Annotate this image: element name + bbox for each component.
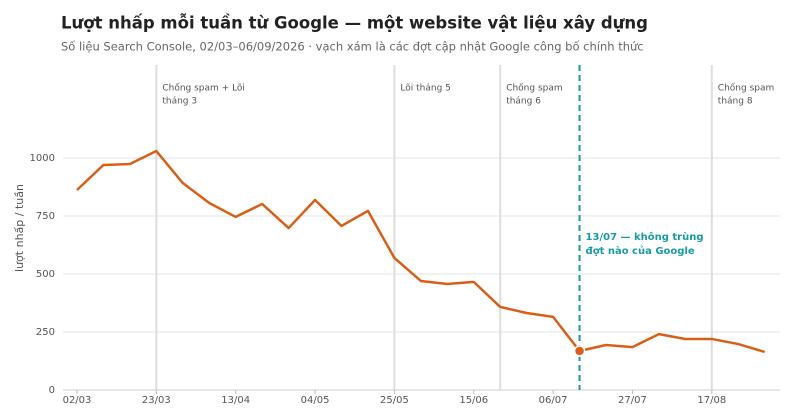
x-tick-label: 25/05 (380, 395, 409, 406)
x-tick-label: 23/03 (142, 395, 171, 406)
y-axis-label: lượt nhấp / tuần (13, 184, 26, 272)
data-line (76, 149, 766, 354)
y-tick-label: 0 (49, 385, 55, 396)
chart-title: Lượt nhấp mỗi tuần từ Google — một websi… (61, 14, 648, 33)
x-tick-label: 17/08 (697, 395, 726, 406)
highlight-label: đợt nào của Google (586, 245, 695, 257)
x-tick-label: 27/07 (618, 395, 647, 406)
y-tick-label: 1000 (30, 153, 55, 164)
update-label: tháng 6 (506, 97, 541, 107)
update-label: Lõi tháng 5 (400, 84, 450, 94)
update-label: tháng 3 (162, 97, 197, 107)
x-tick-label: 06/07 (539, 395, 568, 406)
chart-subtitle: Số liệu Search Console, 02/03–06/09/2026… (61, 40, 644, 54)
update-label: Chống spam (718, 83, 774, 94)
y-tick-label: 250 (36, 327, 55, 338)
update-label: tháng 8 (718, 97, 753, 107)
x-tick-label: 02/03 (63, 395, 92, 406)
y-tick-label: 500 (36, 269, 55, 280)
x-tick-label: 15/06 (459, 395, 488, 406)
x-tick-label: 13/04 (221, 395, 250, 406)
highlight-point (573, 345, 586, 357)
highlight-label: 13/07 — không trùng (586, 231, 704, 243)
update-label: Chống spam (506, 83, 562, 94)
update-label: Chống spam + Lõi (162, 83, 245, 94)
y-tick-label: 750 (36, 211, 55, 222)
x-tick-label: 04/05 (301, 395, 330, 406)
